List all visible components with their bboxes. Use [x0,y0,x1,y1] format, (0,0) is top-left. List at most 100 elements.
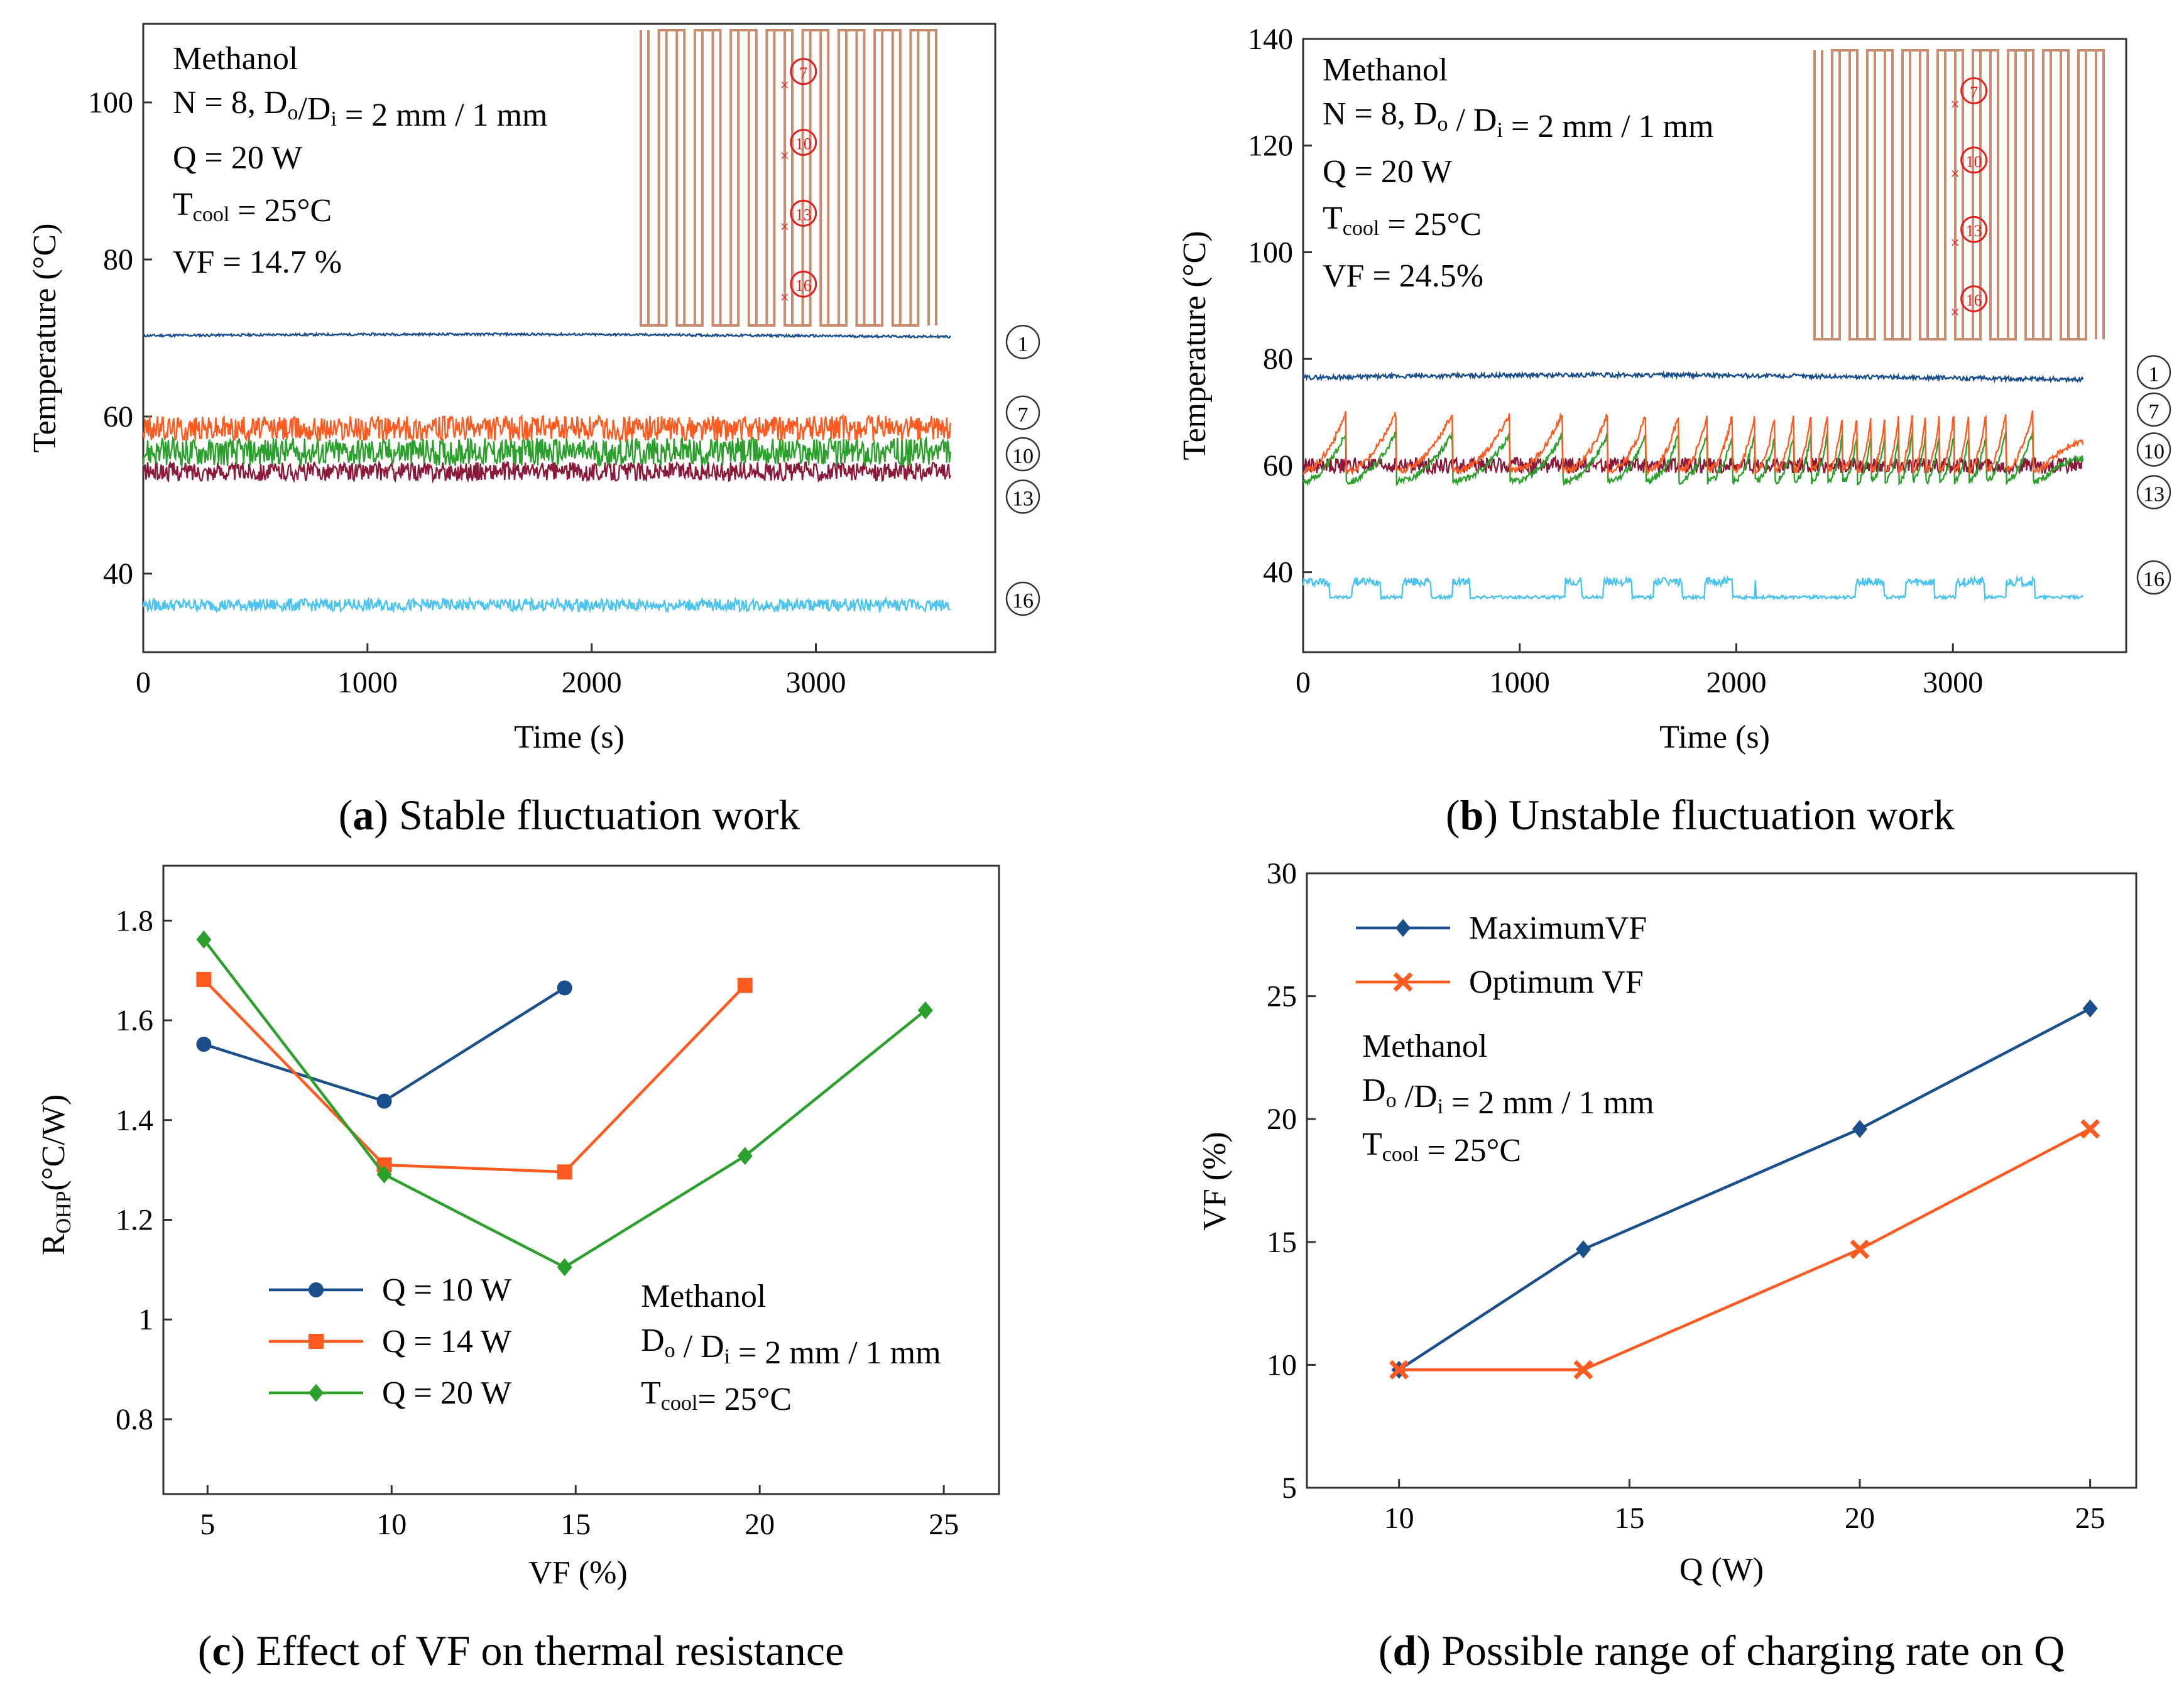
annotation-line: Q = 20 W [1323,154,1452,190]
series-labels: 1 7 10 13 16 [2136,355,2171,595]
sensor-cross: × [1950,95,1960,113]
x-tick-label: 10 [376,1508,407,1541]
x-tick-label: 0 [136,666,151,699]
series-line [1302,410,2084,476]
y-tick-label: 40 [1263,556,1293,589]
y-tick-label: 1 [138,1303,153,1336]
x-ticks: 0 1000 2000 3000 [1296,643,1983,699]
x-tick-label: 10 [1384,1502,1414,1535]
y-ticks: 40 60 80 100 [88,86,152,591]
sensor-marker [790,58,817,85]
annotation-line: N = 8, Do / Di = 2 mm / 1 mm [1323,96,1713,145]
annotation-line: VF = 14.7 % [173,244,342,280]
series-label: 7 [1018,403,1029,427]
x-axis-label: Q (W) [1679,1552,1764,1588]
series-line [1302,430,2084,487]
series-label-circle [1005,581,1040,616]
series-lines [1302,370,2084,602]
series-label: 16 [1012,589,1034,613]
sensor-marker [790,199,817,227]
legend-label: Q = 14 W [382,1324,511,1360]
series-label-circle [1005,325,1040,359]
annotation-line: Tcool= 25°C [641,1375,792,1417]
data-point [1573,1360,1593,1380]
panel-a: 40 60 80 100 0 1000 2000 3000 1 7 10 13 16 Time (s… [27,23,1040,839]
y-tick-label: 1.8 [116,904,153,937]
plot-frame [1302,38,2127,653]
y-ticks: 40 60 80 100 120 140 [1248,23,1312,589]
y-tick-label: 140 [1248,23,1293,56]
y-ticks: 0.8 1 1.2 1.4 1.6 1.8 [116,904,172,1436]
x-tick-label: 1000 [337,666,398,699]
series-line [142,435,951,469]
legend-label: Q = 10 W [382,1272,511,1308]
series-line [1302,574,2084,602]
annotation-line: Tcool = 25°C [173,187,332,229]
annotation-line: Q = 20 W [173,140,302,176]
data-point [2080,1119,2100,1139]
y-tick-label: 20 [1267,1103,1297,1136]
series-label: 10 [2143,440,2165,463]
series-line [142,596,951,614]
data-point [196,930,212,949]
y-ticks: 5 10 15 20 25 30 [1267,857,1316,1505]
y-tick-label: 1.2 [116,1203,153,1236]
sensor-marker [1960,146,1988,174]
y-tick-label: 100 [1248,236,1293,269]
sensor-label: 13 [795,205,812,224]
data-point [557,1258,572,1277]
x-axis-label: Time (s) [1659,719,1770,755]
series-lines [196,930,933,1277]
x-tick-label: 25 [929,1508,959,1541]
series-labels: 1 7 10 13 16 [1005,325,1040,616]
x-tick-label: 20 [1845,1502,1875,1535]
y-tick-label: 60 [103,400,133,434]
sensor-label: 16 [795,276,812,295]
panel-b: 40 60 80 100 120 140 0 1000 2000 3000 1 7 10 13 16 T… [1177,23,2171,839]
series-label-circle [2136,475,2171,510]
y-tick-label: 10 [1267,1348,1297,1382]
y-tick-label: 15 [1267,1226,1297,1259]
x-tick-label: 15 [560,1508,591,1541]
x-tick-label: 0 [1296,666,1311,699]
pipe-path [1821,49,2105,341]
x-ticks: 5 10 15 20 25 [200,1485,959,1541]
series-line [203,986,565,1103]
series-label: 13 [1012,488,1034,511]
sensor-cross: × [1950,303,1960,322]
legend: Q = 10 W Q = 14 W Q = 20 W [269,1272,511,1411]
data-point [308,1383,324,1402]
annotation-line: VF = 24.5% [1323,258,1483,294]
sensor-label: 7 [1970,83,1978,101]
sensor-cross: × [780,288,789,307]
sensor-marker [1960,77,1988,104]
annotation: Methanol Do / Di = 2 mm / 1 mm Tcool= 25… [641,1279,941,1417]
y-axis-label: VF (%) [1197,1132,1233,1230]
data-point [737,1147,753,1165]
data-point [308,1282,324,1297]
x-axis-label: Time (s) [514,719,625,755]
annotation-line: Do /Di = 2 mm / 1 mm [1362,1072,1654,1121]
panel-d: 5 10 15 20 25 30 10 15 20 25 MaximumVF Optimum VF… [1197,857,2138,1674]
annotation: Methanol N = 8, Do/Di = 2 mm / 1 mm Q = … [173,41,547,280]
x-tick-label: 15 [1614,1502,1644,1535]
data-point [1389,1360,1409,1380]
y-tick-label: 60 [1263,449,1293,483]
annotation: Methanol Do /Di = 2 mm / 1 mm Tcool = 25… [1362,1028,1654,1169]
sensor-cross: × [1950,234,1960,252]
pipe-path [647,29,937,327]
sensor-cross: × [780,147,789,165]
data-point [376,1165,392,1184]
panel-caption: (d) Possible range of charging rate on Q [1379,1627,2065,1674]
sensor-marker [1960,285,1988,313]
x-ticks: 0 1000 2000 3000 [136,643,846,699]
data-point [557,980,572,996]
sensor-label: 7 [799,64,807,82]
sensor-label: 10 [795,135,812,153]
data-point [557,1164,572,1180]
legend: MaximumVF Optimum VF [1356,910,1647,1000]
data-point [2082,999,2098,1018]
data-point [376,1093,392,1109]
series-label-circle [1005,437,1040,472]
series-label: 13 [2143,483,2165,506]
